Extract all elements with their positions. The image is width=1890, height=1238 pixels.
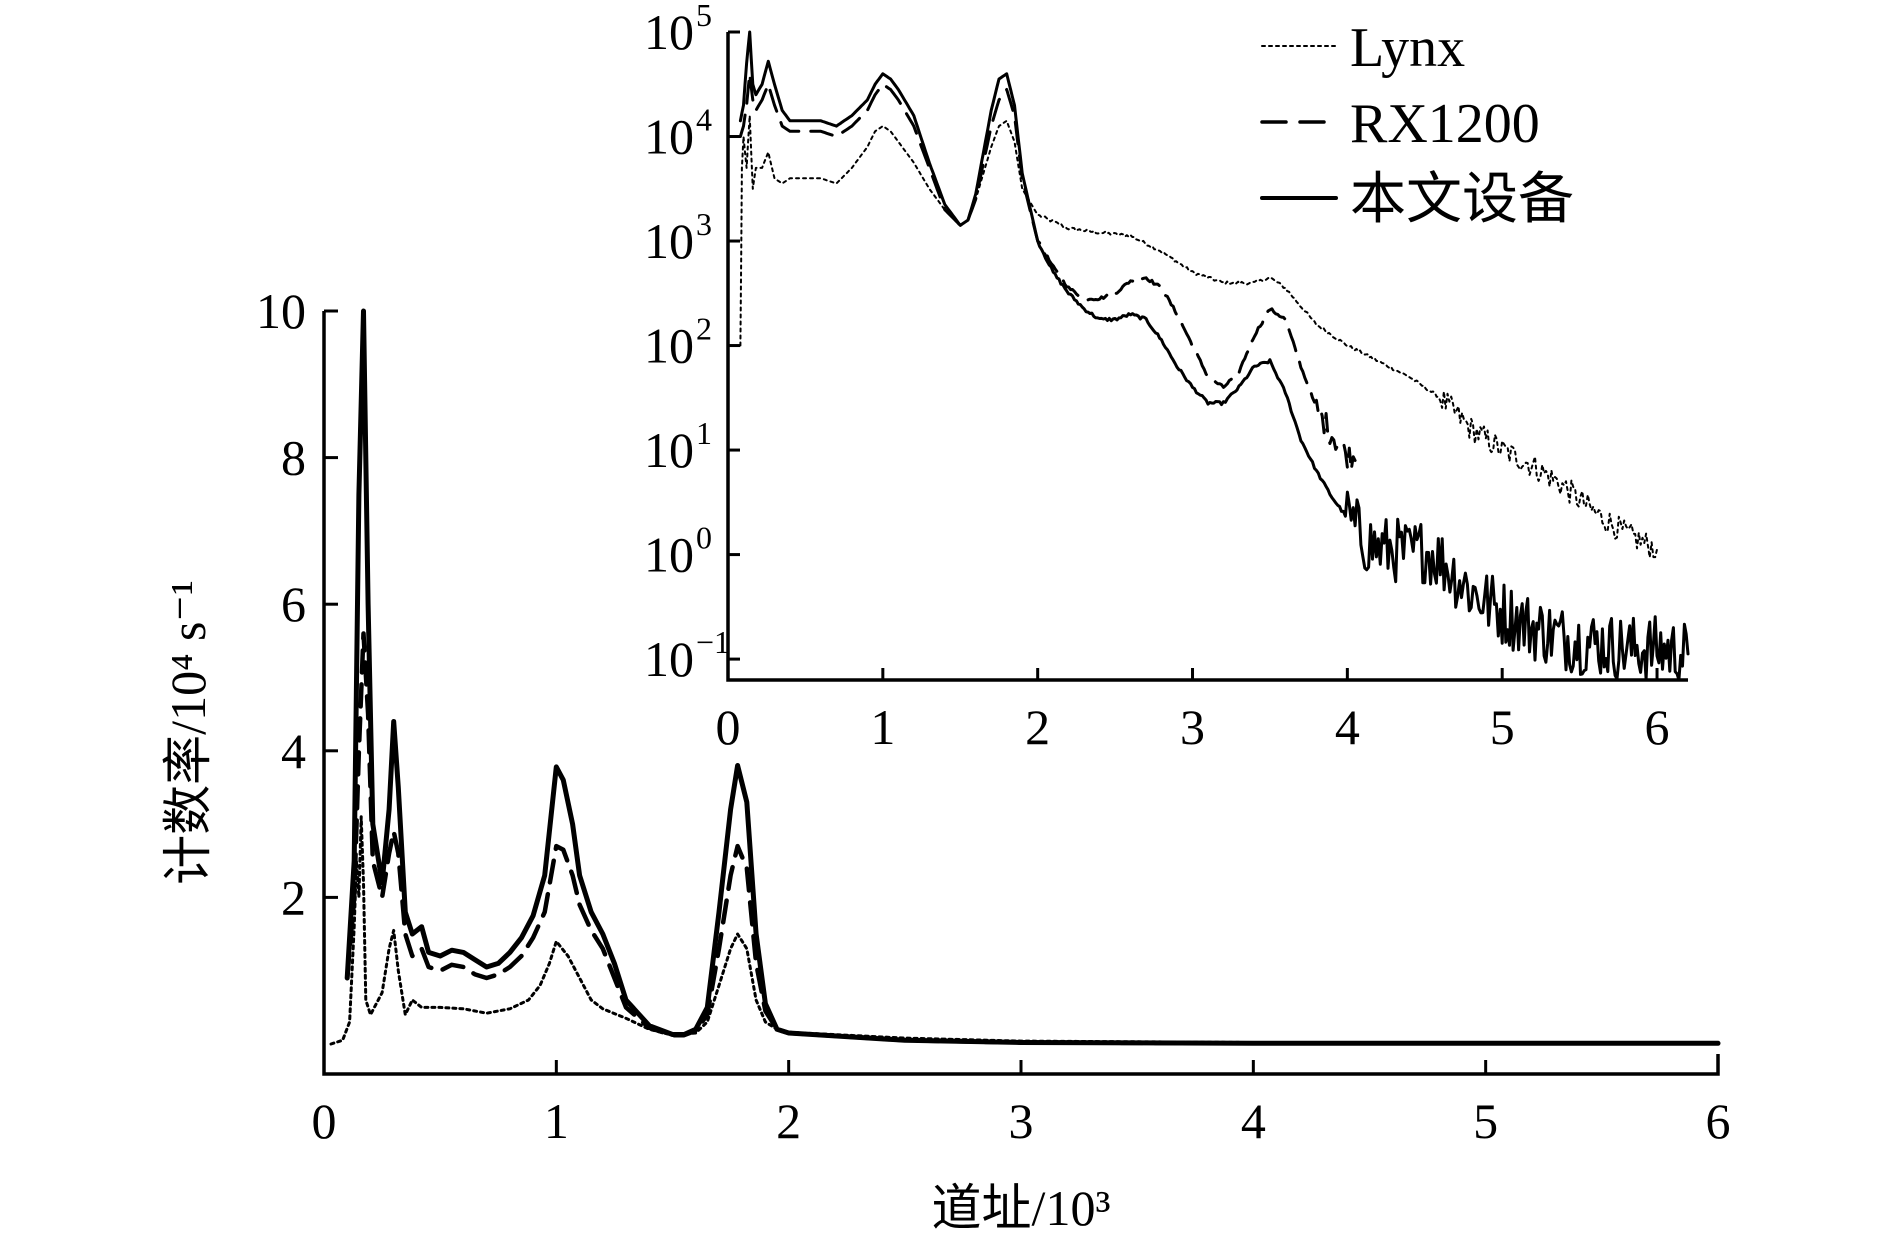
inset-y-tick-exponent: −1 bbox=[696, 624, 730, 660]
inset-series-rx1200 bbox=[738, 72, 1357, 472]
main-series-rx1200 bbox=[344, 631, 1721, 1046]
main-x-tick-label: 1 bbox=[544, 1093, 569, 1149]
inset-y-tick-exponent: 5 bbox=[696, 0, 712, 33]
inset-y-tick-label: 10 bbox=[644, 4, 694, 60]
legend-label-rx1200: RX1200 bbox=[1350, 93, 1540, 155]
inset-x-tick-label: 3 bbox=[1180, 699, 1205, 755]
main-x-tick-label: 0 bbox=[312, 1093, 337, 1149]
inset-x-tick-label: 2 bbox=[1025, 699, 1050, 755]
inset-y-tick-exponent: 4 bbox=[696, 102, 712, 138]
inset-y-tick-label: 10 bbox=[644, 631, 694, 687]
main-x-ticks: 0 1 2 3 4 5 6 bbox=[312, 1060, 1731, 1149]
main-y-axis-label: 计数率/10⁴ s⁻¹ bbox=[160, 580, 216, 885]
inset-series-group bbox=[738, 30, 1690, 682]
inset-x-ticks: 0 1 2 3 4 5 6 bbox=[716, 668, 1670, 755]
main-series-this-device bbox=[344, 308, 1721, 1046]
inset-x-tick-label: 0 bbox=[716, 699, 741, 755]
main-y-tick-label: 2 bbox=[281, 869, 306, 925]
inset-y-tick-label: 10 bbox=[644, 213, 694, 269]
legend: Lynx RX1200 本文设备 bbox=[1260, 17, 1574, 231]
inset-y-tick-exponent: 1 bbox=[696, 415, 712, 451]
main-x-tick-label: 4 bbox=[1241, 1093, 1266, 1149]
main-y-tick-label: 10 bbox=[256, 283, 306, 339]
main-series-group bbox=[329, 308, 1721, 1046]
main-y-tick-label: 6 bbox=[281, 576, 306, 632]
inset-series-lynx bbox=[739, 114, 1658, 559]
inset-y-tick-exponent: 0 bbox=[696, 520, 712, 556]
main-series-lynx bbox=[329, 815, 1720, 1046]
inset-y-tick-exponent: 3 bbox=[696, 206, 712, 242]
legend-label-this-device: 本文设备 bbox=[1350, 169, 1574, 231]
inset-y-tick-label: 10 bbox=[644, 318, 694, 374]
inset-x-tick-label: 1 bbox=[870, 699, 895, 755]
inset-y-tick-label: 10 bbox=[644, 527, 694, 583]
legend-label-lynx: Lynx bbox=[1350, 17, 1465, 79]
main-y-tick-label: 8 bbox=[281, 430, 306, 486]
main-x-tick-label: 2 bbox=[776, 1093, 801, 1149]
inset-x-tick-label: 5 bbox=[1490, 699, 1515, 755]
inset-series-this-device bbox=[738, 30, 1690, 682]
inset-x-tick-label: 6 bbox=[1645, 699, 1670, 755]
main-x-axis-label: 道址/10³ bbox=[932, 1180, 1111, 1236]
main-y-tick-label: 4 bbox=[281, 723, 306, 779]
inset-y-tick-exponent: 2 bbox=[696, 311, 712, 347]
inset-x-tick-label: 4 bbox=[1335, 699, 1360, 755]
main-x-tick-label: 6 bbox=[1706, 1093, 1731, 1149]
main-x-tick-label: 3 bbox=[1009, 1093, 1034, 1149]
main-y-ticks: 2 4 6 8 10 bbox=[256, 283, 338, 925]
inset-y-tick-label: 10 bbox=[644, 109, 694, 165]
inset-y-tick-label: 10 bbox=[644, 422, 694, 478]
main-x-tick-label: 5 bbox=[1473, 1093, 1498, 1149]
